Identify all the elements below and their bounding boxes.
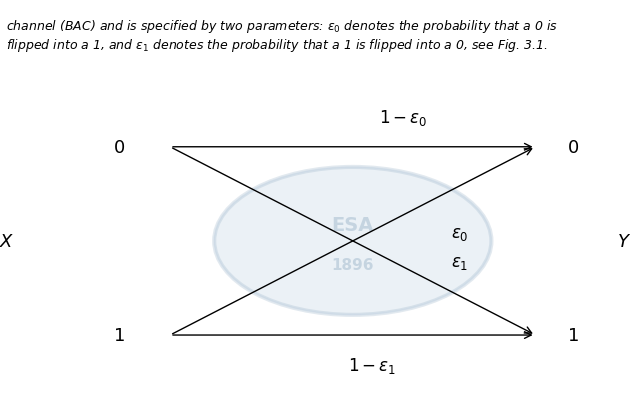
Text: $X$: $X$ bbox=[0, 232, 14, 250]
Text: 0: 0 bbox=[568, 138, 579, 156]
Text: 1: 1 bbox=[114, 326, 125, 344]
Text: 0: 0 bbox=[114, 138, 125, 156]
Text: ESA: ESA bbox=[331, 215, 374, 234]
Text: $Y$: $Y$ bbox=[617, 232, 630, 250]
Text: $1 - \epsilon_1$: $1 - \epsilon_1$ bbox=[348, 355, 396, 375]
Text: flipped into a 1, and $\epsilon_1$ denotes the probability that a 1 is flipped i: flipped into a 1, and $\epsilon_1$ denot… bbox=[6, 37, 548, 54]
Text: 1: 1 bbox=[568, 326, 579, 344]
Circle shape bbox=[214, 168, 491, 315]
Text: 1896: 1896 bbox=[331, 257, 374, 272]
Text: channel (BAC) and is specified by two parameters: $\epsilon_0$ denotes the proba: channel (BAC) and is specified by two pa… bbox=[6, 18, 558, 35]
Text: $\epsilon_1$: $\epsilon_1$ bbox=[451, 254, 469, 272]
Text: $1 - \epsilon_0$: $1 - \epsilon_0$ bbox=[379, 107, 428, 127]
Text: $\epsilon_0$: $\epsilon_0$ bbox=[451, 224, 469, 242]
